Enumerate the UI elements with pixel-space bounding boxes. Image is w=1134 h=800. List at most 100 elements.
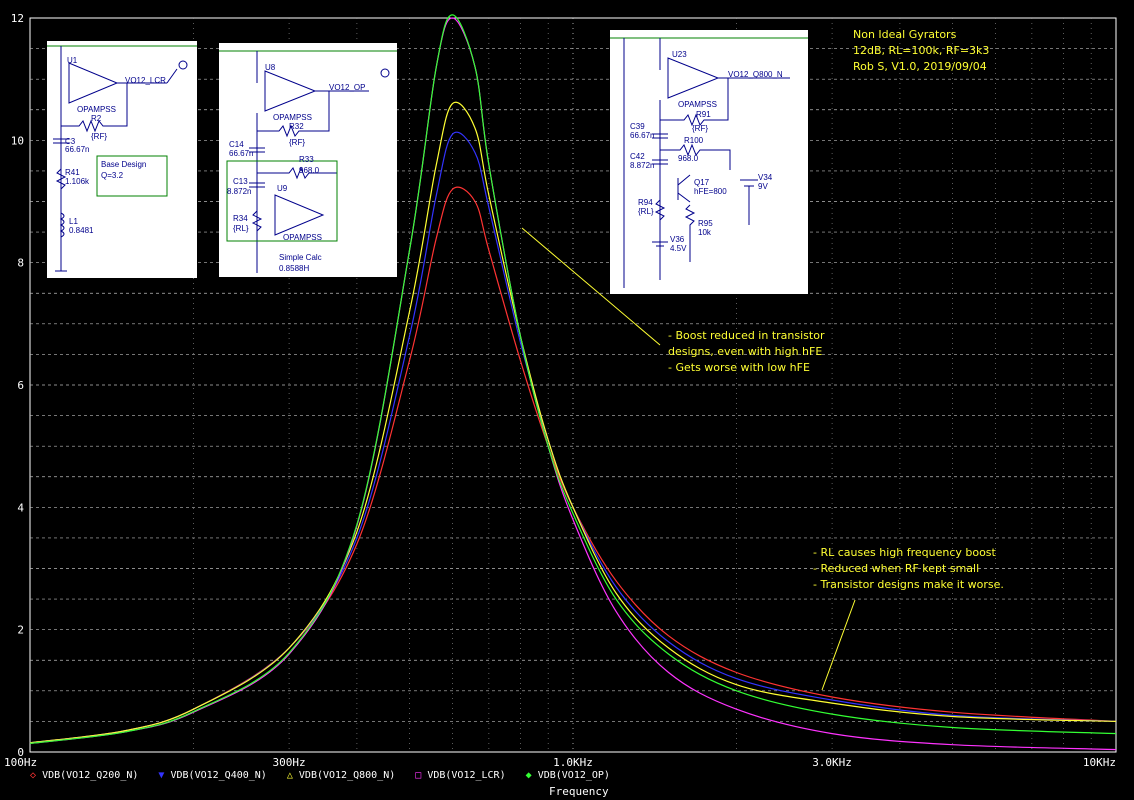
schematic1-label: 66.67n — [65, 145, 90, 154]
header-line-3: Rob S, V1.0, 2019/09/04 — [853, 60, 987, 73]
schematic-base-design-wiring — [47, 45, 197, 272]
legend-marker: □ — [415, 770, 422, 781]
y-tick-label: 6 — [17, 379, 24, 392]
legend-label: VDB(VO12_Q200_N) — [42, 770, 139, 781]
schematic1-label: R2 — [91, 114, 102, 123]
schematic-simple-calc-wiring — [219, 50, 397, 273]
schematic3-label: 9V — [758, 182, 768, 191]
y-tick-label: 8 — [17, 257, 24, 270]
schematic2-label: 8.872n — [227, 187, 252, 196]
schematic2-label: Simple Calc — [279, 253, 322, 262]
boost-line-2: designs, even with high hFE — [668, 345, 822, 358]
x-tick-label: 10KHz — [1083, 756, 1116, 769]
schematic3-label: {RL} — [638, 207, 654, 216]
schematic1-label: Base Design — [101, 160, 147, 169]
schematic2-label: OPAMPSS — [273, 113, 312, 122]
schematic3-label: U23 — [672, 50, 687, 59]
x-tick-label: 100Hz — [4, 756, 37, 769]
header-line-1: Non Ideal Gyrators — [853, 28, 957, 41]
schematic3-label: R94 — [638, 198, 653, 207]
schematic3-label: C42 — [630, 152, 645, 161]
legend-label: VDB(VO12_LCR) — [427, 770, 506, 781]
schematic1-label: {RF} — [91, 132, 108, 141]
x-tick-label: 300Hz — [273, 756, 306, 769]
schematic2-label: C13 — [233, 177, 248, 186]
schematic2-label: 968.0 — [299, 166, 320, 175]
schematic3-label: VO12_Q800_N — [728, 70, 783, 79]
schematic1-label: U1 — [67, 56, 78, 65]
schematic2-label: R34 — [233, 214, 248, 223]
schematic3-label: R91 — [696, 110, 711, 119]
legend-item-q800: △ VDB(VO12_Q800_N) — [287, 770, 395, 781]
schematic3-label: 8.872n — [630, 161, 655, 170]
schematic3-label: OPAMPSS — [678, 100, 717, 109]
rl-line-3: - Transistor designs make it worse. — [813, 578, 1004, 591]
rl-line-1: - RL causes high frequency boost — [813, 546, 997, 559]
schematic1-label: 0.8481 — [69, 226, 94, 235]
series-line-2 — [29, 101, 1117, 744]
schematic3-label: 968.0 — [678, 154, 699, 163]
y-tick-label: 2 — [17, 624, 24, 637]
schematic2-label: C14 — [229, 140, 244, 149]
schematic3-label: 10k — [698, 228, 711, 237]
series-line-4 — [29, 14, 1117, 744]
schematic2-label: {RL} — [233, 224, 249, 233]
rl-line-2: - Reduced when RF kept small — [813, 562, 979, 575]
y-tick-label: 10 — [11, 134, 24, 147]
schematic3-label: 66.67n — [630, 131, 655, 140]
schematic3-label: C39 — [630, 122, 645, 131]
x-tick-labels: 100Hz 300Hz 1.0KHz 3.0KHz 10KHz — [4, 756, 1116, 769]
schematic2-label: U8 — [265, 63, 276, 72]
rl-annotation-pointer — [821, 599, 856, 691]
y-tick-labels: 0 2 4 6 8 10 12 — [11, 12, 25, 759]
schematic1-label: 1.106k — [65, 177, 90, 186]
y-tick-label: 0 — [17, 746, 24, 759]
legend-marker: △ — [286, 770, 293, 781]
schematic1-label: L1 — [69, 217, 78, 226]
rl-annotation: - RL causes high frequency boost - Reduc… — [813, 546, 1004, 591]
schematic1-label: R41 — [65, 168, 80, 177]
boost-line-3: - Gets worse with low hFE — [668, 361, 810, 374]
y-tick-label: 12 — [11, 12, 24, 25]
legend-label: VDB(VO12_Q400_N) — [170, 770, 267, 781]
series-lines — [29, 14, 1117, 751]
schematic-base-design: U1 VO12_LCR OPAMPSS R2 {RF} C3 66.67n R4… — [47, 41, 197, 278]
boost-annotation-pointer — [521, 227, 661, 346]
legend-marker: ◇ — [30, 770, 37, 781]
schematic-simple-calc: U8 VO12_OP OPAMPSS R32 {RF} C14 66.67n R… — [219, 43, 397, 277]
legend-marker: ▼ — [158, 770, 165, 781]
schematic2-label: OPAMPSS — [283, 233, 322, 242]
schematic3-label: V36 — [670, 235, 685, 244]
legend-label: VDB(VO12_OP) — [537, 770, 610, 781]
schematic3-label: V34 — [758, 173, 773, 182]
schematic-transistor-design-wiring — [610, 37, 808, 288]
schematic1-label: VO12_LCR — [125, 76, 166, 85]
schematic2-label: 0.8588H — [279, 264, 310, 273]
schematic3-label: 4.5V — [670, 244, 687, 253]
grid-lines — [30, 18, 1116, 752]
schematic2-label: U9 — [277, 184, 288, 193]
schematic1-label: OPAMPSS — [77, 105, 116, 114]
chart-legend: ◇ VDB(VO12_Q200_N) ▼ VDB(VO12_Q400_N) △ … — [30, 770, 624, 781]
boost-annotation: - Boost reduced in transistor designs, e… — [668, 329, 825, 374]
schematic2-label: R33 — [299, 155, 314, 164]
schematic1-label: Q=3.2 — [101, 171, 124, 180]
schematic2-label: 66.67n — [229, 149, 254, 158]
schematic3-label: hFE=800 — [694, 187, 727, 196]
legend-item-q400: ▼ VDB(VO12_Q400_N) — [158, 770, 266, 781]
header-line-2: 12dB, RL=100k, RF=3k3 — [853, 44, 989, 57]
schematic3-label: R100 — [684, 136, 704, 145]
legend-item-q200: ◇ VDB(VO12_Q200_N) — [30, 770, 138, 781]
schematic-transistor-design: U23 VO12_Q800_N OPAMPSS R91 {RF} C39 66.… — [610, 30, 808, 294]
x-tick-label: 1.0KHz — [553, 756, 593, 769]
x-axis-label: Frequency — [549, 785, 609, 798]
schematic3-label: Q17 — [694, 178, 710, 187]
x-tick-label: 3.0KHz — [812, 756, 852, 769]
schematic2-label: {RF} — [289, 138, 306, 147]
schematic3-label: R95 — [698, 219, 713, 228]
schematic3-label: {RF} — [692, 124, 709, 133]
schematic2-label: R32 — [289, 122, 304, 131]
schematic1-label: C3 — [65, 137, 76, 146]
legend-marker: ◆ — [525, 770, 532, 781]
